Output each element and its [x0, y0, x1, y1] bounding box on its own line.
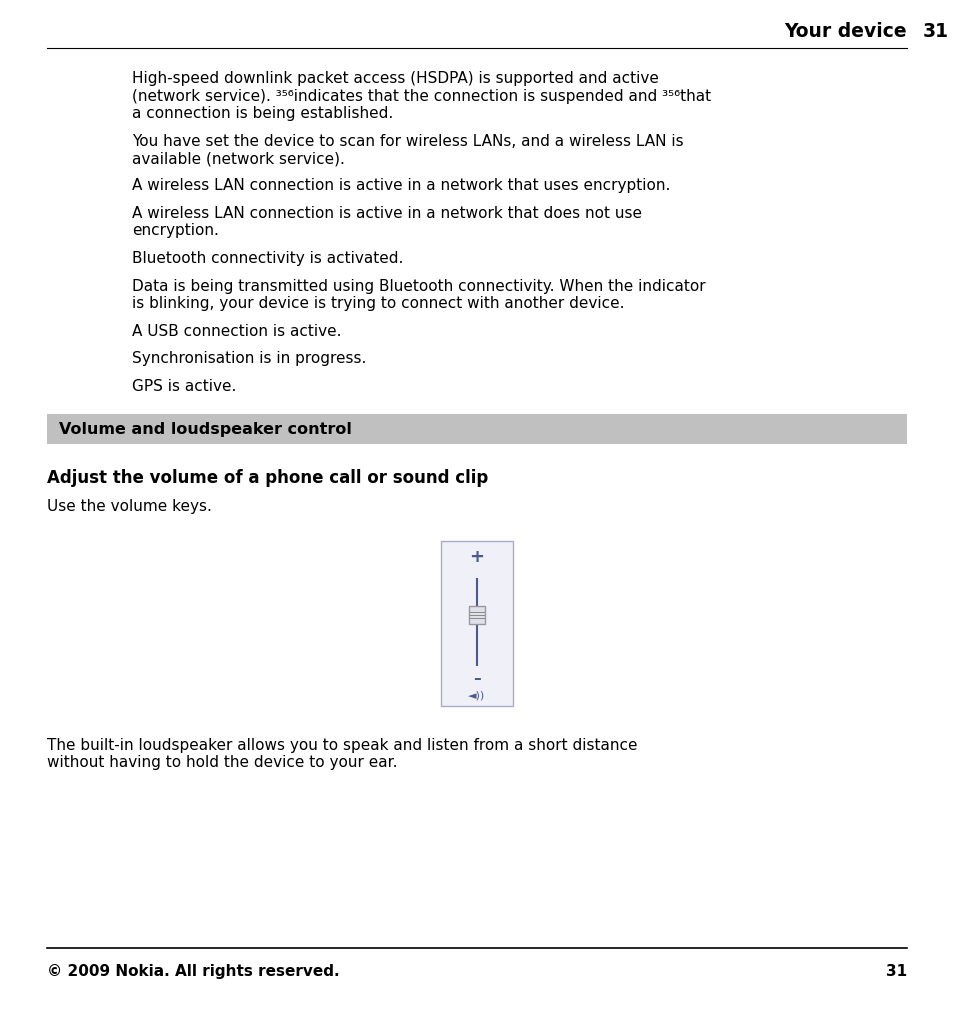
- Text: Use the volume keys.: Use the volume keys.: [47, 499, 212, 514]
- Text: Volume and loudspeaker control: Volume and loudspeaker control: [59, 422, 352, 436]
- Text: © 2009 Nokia. All rights reserved.: © 2009 Nokia. All rights reserved.: [47, 965, 339, 979]
- Text: A USB connection is active.: A USB connection is active.: [132, 323, 341, 339]
- FancyBboxPatch shape: [440, 541, 513, 706]
- Text: available (network service).: available (network service).: [132, 151, 345, 166]
- Text: Synchronisation is in progress.: Synchronisation is in progress.: [132, 351, 366, 366]
- Text: High-speed downlink packet access (HSDPA) is supported and active: High-speed downlink packet access (HSDPA…: [132, 71, 659, 86]
- Text: Adjust the volume of a phone call or sound clip: Adjust the volume of a phone call or sou…: [47, 469, 488, 487]
- Text: encryption.: encryption.: [132, 224, 218, 238]
- Text: –: –: [473, 671, 480, 687]
- Text: 31: 31: [923, 22, 948, 41]
- Text: Data is being transmitted using Bluetooth connectivity. When the indicator: Data is being transmitted using Bluetoot…: [132, 279, 705, 293]
- Text: +: +: [469, 548, 484, 566]
- Text: (network service). ³⁵⁶indicates that the connection is suspended and ³⁵⁶that: (network service). ³⁵⁶indicates that the…: [132, 88, 710, 104]
- Text: is blinking, your device is trying to connect with another device.: is blinking, your device is trying to co…: [132, 296, 624, 311]
- Text: The built-in loudspeaker allows you to speak and listen from a short distance: The built-in loudspeaker allows you to s…: [47, 738, 637, 753]
- Text: Your device: Your device: [783, 22, 906, 41]
- Text: 31: 31: [885, 965, 906, 979]
- Text: Bluetooth connectivity is activated.: Bluetooth connectivity is activated.: [132, 251, 403, 266]
- Text: You have set the device to scan for wireless LANs, and a wireless LAN is: You have set the device to scan for wire…: [132, 134, 683, 148]
- FancyBboxPatch shape: [469, 606, 484, 624]
- Text: A wireless LAN connection is active in a network that uses encryption.: A wireless LAN connection is active in a…: [132, 178, 670, 194]
- Text: a connection is being established.: a connection is being established.: [132, 106, 393, 121]
- Text: ◄)): ◄)): [468, 690, 485, 700]
- Text: without having to hold the device to your ear.: without having to hold the device to you…: [47, 755, 397, 771]
- Text: A wireless LAN connection is active in a network that does not use: A wireless LAN connection is active in a…: [132, 206, 641, 221]
- Bar: [47, 414, 906, 444]
- Text: GPS is active.: GPS is active.: [132, 378, 236, 394]
